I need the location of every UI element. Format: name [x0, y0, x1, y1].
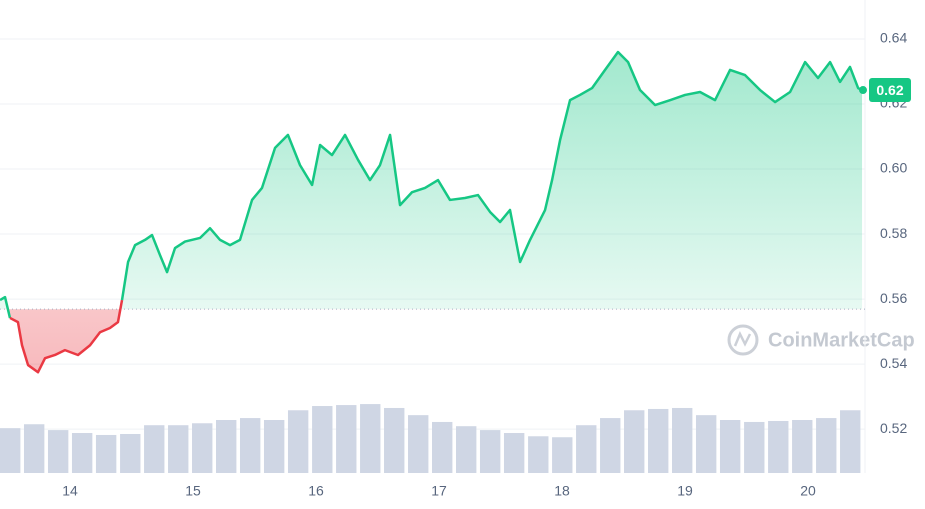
volume-bar: [576, 425, 597, 473]
volume-bar: [816, 418, 837, 473]
price-tag-label: 0.62: [876, 82, 903, 98]
volume-bar: [503, 433, 525, 473]
y-tick-label: 0.60: [880, 160, 907, 176]
logo: [727, 324, 759, 356]
x-tick-label: 17: [431, 483, 447, 499]
volume-bar: [168, 425, 189, 473]
volume-bar: [792, 420, 813, 473]
volume-bar: [408, 415, 429, 473]
volume-bar: [23, 424, 45, 473]
price-line: [9, 299, 124, 374]
volume-bar: [263, 420, 285, 473]
volume-bar: [216, 420, 237, 473]
y-tick-label: 0.64: [880, 30, 907, 46]
price-tag: [869, 78, 911, 103]
volume-bar: [192, 423, 213, 473]
volume-bar: [648, 408, 669, 473]
volume-bar: [695, 415, 717, 473]
x-tick-label: 19: [677, 483, 693, 499]
volume-bar: [624, 410, 645, 473]
area-up: [0, 52, 863, 310]
price-line: [120, 50, 863, 301]
volume-bar: [47, 430, 69, 473]
price-line: [0, 295, 12, 319]
watermark: CoinMarketCap: [768, 329, 915, 351]
volume-bar: [0, 428, 21, 473]
volume-bar: [287, 410, 309, 473]
volume-bar: [840, 410, 861, 473]
volume-bar: [768, 420, 789, 473]
x-tick-label: 14: [62, 483, 78, 499]
y-tick-label: 0.56: [880, 290, 907, 306]
volume-bar: [455, 426, 477, 473]
y-tick-label: 0.52: [880, 420, 907, 436]
x-tick-label: 18: [554, 483, 570, 499]
volume-bar: [479, 430, 501, 473]
volume-bar: [336, 405, 357, 473]
volume-bar: [744, 421, 765, 473]
current-dot: [859, 86, 867, 95]
volume-bar: [719, 420, 741, 473]
volume-bar: [312, 406, 333, 473]
x-tick-label: 16: [308, 483, 324, 499]
volume-bar: [120, 433, 141, 473]
volume-bar: [360, 404, 381, 473]
volume-bar: [671, 407, 693, 473]
volume-bar: [95, 434, 117, 473]
area-down: [0, 309, 863, 373]
volume-bar: [528, 436, 549, 473]
volume-bar: [71, 433, 93, 473]
volume-bar: [552, 437, 573, 473]
volume-bar: [239, 418, 261, 473]
x-tick-label: 15: [185, 483, 201, 499]
y-tick-label: 0.54: [880, 355, 907, 371]
x-tick-label: 20: [800, 483, 816, 499]
y-tick-label: 0.58: [880, 225, 907, 241]
volume-bar: [432, 421, 453, 473]
volume-bar: [384, 407, 405, 473]
volume-bar: [600, 418, 621, 473]
volume-bar: [144, 425, 165, 473]
